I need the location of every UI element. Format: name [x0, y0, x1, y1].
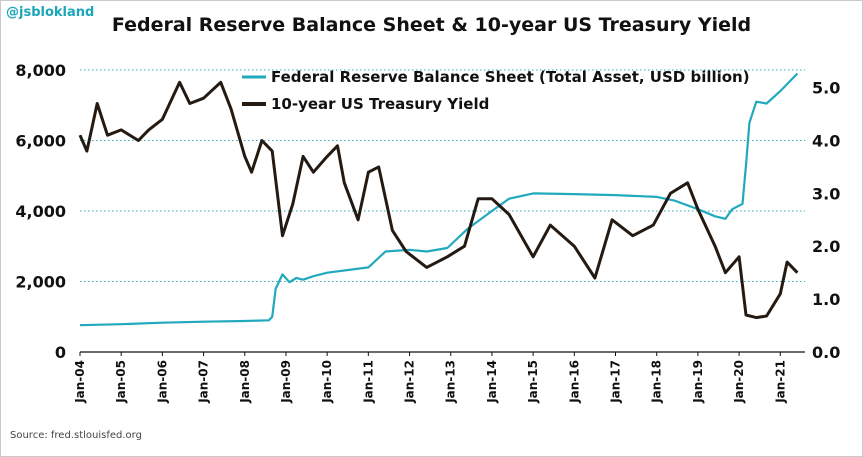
right-axis-ticks: 0.0 1.0 2.0 3.0 4.0 5.0 [812, 79, 840, 362]
x-tick-label: Jan-12 [403, 360, 417, 404]
left-tick-label: 4,000 [15, 202, 66, 221]
x-tick-label: Jan-15 [526, 360, 540, 404]
x-tick-label: Jan-20 [732, 360, 746, 404]
x-tick-label: Jan-13 [444, 360, 458, 404]
right-tick-label: 2.0 [812, 237, 840, 256]
right-tick-label: 4.0 [812, 131, 840, 150]
left-axis-ticks: 0 2,000 4,000 6,000 8,000 [15, 61, 66, 362]
author-handle: @jsblokland [6, 5, 95, 20]
x-tick-label: Jan-17 [609, 360, 623, 404]
x-tick-label: Jan-09 [279, 360, 293, 404]
x-tick-label: Jan-14 [485, 360, 499, 404]
x-tick-label: Jan-07 [197, 360, 211, 404]
x-tick-label: Jan-18 [650, 360, 664, 404]
x-tick-label: Jan-06 [155, 360, 169, 404]
x-axis-ticks: Jan-04 Jan-05 Jan-06 Jan-07 Jan-08 Jan-09 Jan-… [73, 352, 787, 404]
legend-label: 10-year US Treasury Yield [271, 95, 489, 113]
series-layer [78, 72, 799, 327]
left-tick-label: 2,000 [15, 273, 66, 292]
left-tick-label: 8,000 [15, 61, 66, 80]
right-tick-label: 0.0 [812, 343, 840, 362]
right-tick-label: 1.0 [812, 290, 840, 309]
x-tick-label: Jan-04 [73, 360, 87, 404]
left-tick-label: 0 [55, 343, 66, 362]
x-tick-label: Jan-19 [691, 360, 705, 404]
treasury-yield-line [78, 80, 799, 320]
x-tick-label: Jan-16 [567, 360, 581, 404]
right-tick-label: 5.0 [812, 79, 840, 98]
x-tick-label: Jan-11 [361, 360, 375, 404]
balance-sheet-line [79, 72, 799, 327]
x-tick-label: Jan-05 [114, 360, 128, 404]
x-tick-label: Jan-10 [320, 360, 334, 404]
legend-label: Federal Reserve Balance Sheet (Total Ass… [271, 68, 750, 86]
right-tick-label: 3.0 [812, 184, 840, 203]
x-tick-label: Jan-21 [773, 360, 787, 404]
left-tick-label: 6,000 [15, 132, 66, 151]
chart-title: Federal Reserve Balance Sheet & 10-year … [111, 14, 752, 36]
grid-lines [80, 69, 805, 282]
legend: Federal Reserve Balance Sheet (Total Ass… [242, 68, 750, 113]
x-tick-label: Jan-08 [238, 360, 252, 404]
source-note: Source: fred.stlouisfed.org [10, 430, 142, 441]
